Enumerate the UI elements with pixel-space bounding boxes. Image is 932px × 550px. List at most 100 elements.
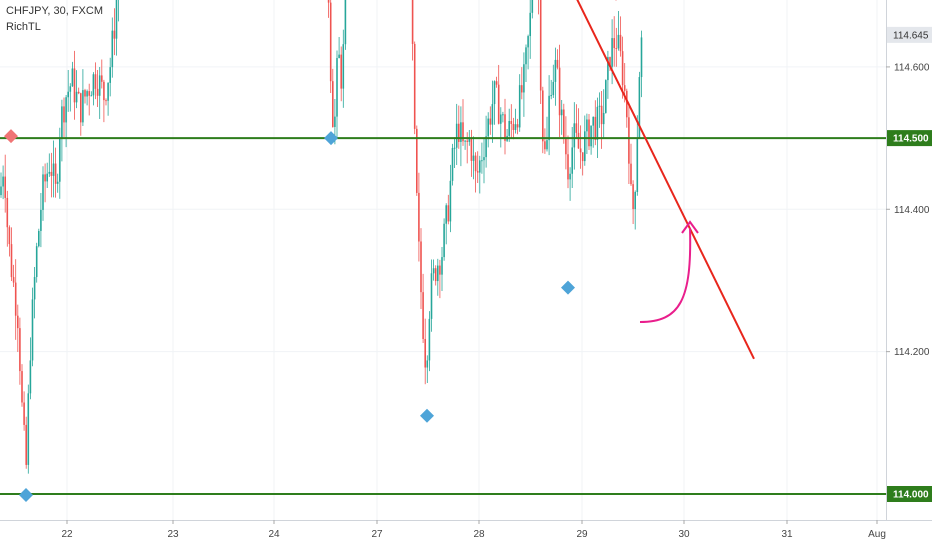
candle-body	[90, 95, 93, 97]
candle-body	[579, 148, 582, 153]
candle-body	[546, 140, 548, 150]
candle-body	[462, 122, 464, 142]
price-label-text: 114.500	[893, 134, 929, 145]
candle-body	[23, 402, 25, 425]
candle-body	[334, 116, 336, 127]
candle-body	[340, 54, 342, 89]
candle-body	[516, 124, 519, 128]
candle-body	[575, 123, 578, 133]
candle-body	[69, 86, 72, 92]
candle-body	[502, 114, 504, 116]
candle-body	[48, 171, 51, 174]
candle-body	[489, 118, 492, 125]
candle-body	[31, 299, 34, 361]
candle-body	[332, 81, 334, 127]
candle-body	[109, 67, 111, 83]
candle-body	[548, 95, 550, 141]
candle-body	[493, 81, 496, 105]
candle-body	[594, 116, 597, 140]
candle-body	[617, 34, 620, 49]
candle-body	[527, 36, 529, 48]
candle-body	[590, 125, 592, 147]
candle-body	[35, 246, 38, 278]
time-tick-label: 27	[371, 529, 383, 540]
candle-body	[428, 318, 431, 361]
candle-body	[453, 147, 456, 149]
candle-body	[598, 105, 601, 107]
candle-body	[588, 119, 590, 147]
candle-body	[84, 90, 86, 97]
candle-body	[451, 148, 454, 181]
candle-body	[510, 121, 513, 124]
candle-body	[514, 124, 517, 130]
candle-body	[6, 197, 9, 228]
candle-body	[14, 282, 17, 316]
candle-body	[101, 75, 103, 82]
candle-body	[560, 109, 563, 116]
candle-body	[638, 77, 641, 139]
candle-body	[481, 160, 483, 162]
candle-body	[487, 118, 489, 137]
time-tick-label: 28	[473, 529, 485, 540]
candle-body	[445, 205, 447, 224]
candle-body	[573, 123, 576, 148]
candle-body	[88, 91, 90, 96]
pivot-markers	[4, 0, 617, 502]
candle-body	[626, 90, 628, 118]
candle-body	[581, 152, 584, 162]
candle-body	[539, 0, 542, 91]
candle-body	[596, 106, 599, 140]
price-axis[interactable]: 114.000114.200114.400114.600114.800115.0…	[886, 0, 930, 501]
pivot-low-marker	[561, 280, 575, 295]
candle-body	[455, 123, 458, 148]
candle-body	[474, 155, 477, 172]
candle-body	[577, 132, 580, 149]
candle-body	[342, 44, 345, 89]
candle-body	[483, 157, 485, 161]
candle-body	[621, 51, 624, 86]
candle-body	[563, 109, 565, 139]
candle-body	[567, 154, 569, 180]
candle-body	[550, 95, 552, 97]
candle-body	[77, 91, 80, 94]
candle-body	[525, 47, 527, 65]
candle-body	[94, 74, 97, 89]
pivot-high-marker	[615, 0, 617, 1]
grid	[0, 0, 886, 520]
candle-body	[439, 265, 441, 275]
price-label-text: 114.000	[893, 490, 929, 501]
candle-body	[497, 84, 500, 124]
time-tick-label: Aug	[868, 529, 886, 540]
candle-body	[27, 393, 30, 465]
candle-body	[619, 34, 622, 52]
candle-body	[2, 176, 4, 187]
candle-body	[447, 205, 450, 222]
candle-body	[592, 116, 594, 126]
candle-body	[558, 67, 561, 116]
candle-body	[571, 147, 573, 174]
time-tick-label: 23	[167, 529, 179, 540]
candle-body	[327, 0, 330, 3]
candle-body	[464, 140, 466, 142]
candle-body	[623, 85, 626, 91]
candle-body	[413, 43, 416, 129]
price-tick-label: 114.600	[894, 62, 930, 73]
candle-body	[556, 59, 559, 68]
candle-body	[4, 176, 6, 198]
candle-body	[98, 75, 101, 96]
candle-body	[466, 140, 468, 142]
candle-body	[426, 360, 429, 368]
candle-body	[29, 360, 32, 394]
time-axis[interactable]: 22 23 24 27 28 29 30 31 Aug	[61, 520, 886, 540]
projection-arrow-head	[681, 220, 699, 234]
candle-body	[523, 64, 525, 93]
candle-body	[518, 85, 521, 128]
candle-body	[472, 155, 475, 161]
price-tick-label: 114.200	[894, 347, 930, 358]
candle-body	[96, 88, 99, 96]
candle-body	[600, 105, 603, 125]
candle-body	[10, 244, 13, 278]
candle-body	[86, 91, 88, 97]
candle-body	[63, 106, 65, 123]
